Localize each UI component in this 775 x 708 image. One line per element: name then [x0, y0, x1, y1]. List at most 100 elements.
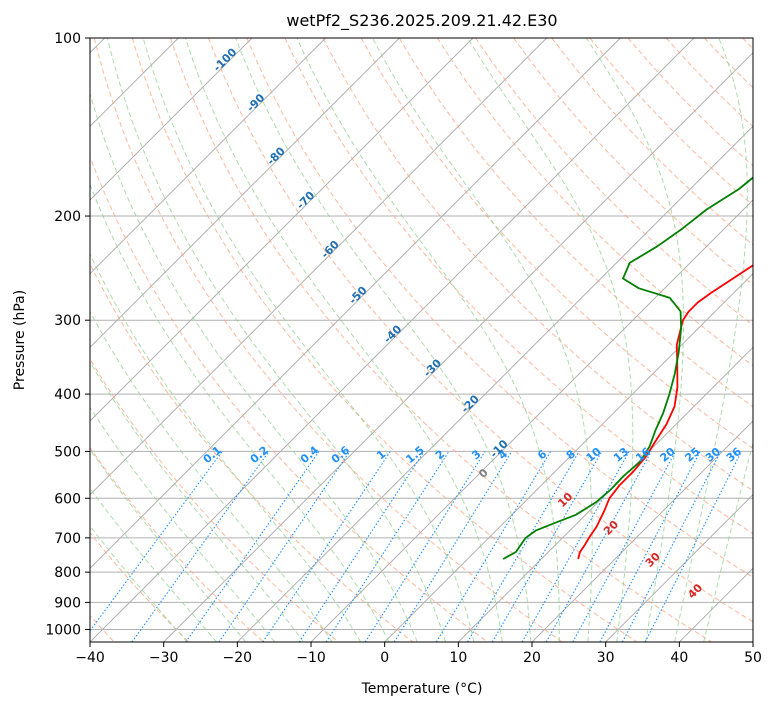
dry-adiabat-line — [284, 38, 753, 535]
moist-adiabat-line — [235, 38, 532, 642]
x-tick-label: 20 — [523, 650, 541, 666]
y-tick-label: 500 — [54, 444, 81, 460]
plot-area — [90, 38, 753, 642]
moist-adiabat-line — [90, 91, 418, 642]
isotherm-line — [605, 493, 753, 642]
mixing-ratio-line — [185, 451, 320, 642]
isotherm-line — [457, 346, 753, 642]
moist-adiabat-line — [372, 38, 593, 642]
mixing-ratio-line — [131, 451, 270, 642]
y-tick-label: 900 — [54, 595, 81, 611]
mixing-ratio-label: 8 — [564, 447, 578, 462]
isotherm-line — [90, 38, 400, 349]
moist-adiabat-line — [184, 38, 503, 642]
mixing-ratio-line — [298, 451, 425, 642]
temperature-profile — [577, 264, 753, 560]
dry-adiabat-label: -50 — [346, 284, 369, 307]
mixing-ratio-label: 0.6 — [329, 443, 353, 466]
y-tick-label: 600 — [54, 491, 81, 507]
mixing-ratio-line — [90, 451, 223, 632]
moist-adiabat-line — [90, 361, 304, 642]
mixing-ratio-label: 2 — [433, 447, 447, 462]
mixing-ratio-label: 25 — [682, 445, 702, 465]
moist-adiabat-line — [90, 525, 188, 642]
dry-adiabat-line — [93, 38, 563, 642]
mixing-ratio-label: 0.1 — [201, 444, 224, 466]
line-labels: 0.1 0.2 0.4 0.6 1 1.5 2 3 4 6 8 10 13 16 20 25 30 36-100-… — [201, 45, 745, 601]
dry-adiabat-line — [742, 38, 753, 50]
mixing-ratio-label: 13 — [611, 445, 631, 465]
x-axis-label: Temperature (°C) — [361, 681, 483, 697]
mixing-ratio-label: 30 — [703, 445, 723, 465]
moist-adiabat-line — [467, 38, 634, 642]
mixing-ratio-line — [491, 451, 603, 642]
moist-adiabat-line — [703, 440, 753, 642]
plot-frame — [89, 37, 754, 643]
moist-adiabat-line — [90, 448, 247, 642]
moist-adiabat-line — [585, 38, 684, 642]
mixing-ratio-line — [325, 451, 450, 642]
dry-adiabat-line — [131, 38, 638, 642]
moist-adiabat-line — [674, 38, 748, 642]
dry-adiabat-line — [90, 262, 414, 642]
dewpoint-profile — [502, 176, 753, 560]
mixing-ratio-line — [599, 451, 701, 642]
dry-adiabat-line — [589, 38, 753, 206]
moist-adiabat-line — [90, 406, 276, 642]
dry-adiabat-line — [322, 38, 753, 492]
moist-adiabat-line — [106, 38, 447, 642]
isotherm-line — [90, 38, 253, 201]
y-tick-label: 700 — [54, 531, 81, 547]
dry-adiabat-label: -100 — [211, 45, 240, 74]
x-tick-label: −10 — [296, 650, 326, 666]
isotherm-line — [236, 125, 753, 642]
moist-adiabat-label: 0 — [476, 466, 491, 481]
dry-adiabat-line — [703, 38, 753, 89]
y-tick-label: 800 — [54, 565, 81, 581]
dry-adiabat-line — [475, 38, 753, 326]
isotherm-line — [531, 420, 753, 642]
y-tick-label: 200 — [54, 209, 81, 225]
dry-adiabat-label: -90 — [244, 91, 267, 114]
dry-adiabat-line — [398, 38, 753, 408]
x-tick-label: 50 — [744, 650, 762, 666]
isotherm-line — [90, 38, 548, 496]
isotherm-line — [752, 641, 753, 642]
x-tick-label: 30 — [597, 650, 615, 666]
dry-adiabat-line — [90, 446, 264, 642]
moist-adiabat-line — [142, 38, 475, 642]
y-tick-label: 1000 — [45, 622, 81, 638]
isotherm-line — [384, 272, 753, 642]
moist-adiabat-line — [90, 252, 362, 642]
dry-adiabat-line — [665, 38, 753, 128]
mixing-ratio-label: 0.4 — [298, 443, 322, 466]
x-tick-label: −40 — [75, 650, 105, 666]
moist-adiabat-label: 10 — [555, 490, 575, 510]
dry-adiabat-label: -30 — [421, 356, 444, 379]
x-tick-label: 0 — [380, 650, 389, 666]
chart-title: wetPf2_S236.2025.209.21.42.E30 — [286, 11, 557, 31]
x-axis: −40 −30 −20 −10 0 10 20 30 40 50 — [75, 642, 762, 666]
moist-adiabat-line — [90, 183, 390, 642]
mixing-ratio-line — [572, 451, 676, 642]
dry-adiabat-label: -20 — [459, 392, 482, 415]
dry-adiabat-line — [246, 38, 753, 578]
x-tick-label: 40 — [670, 650, 688, 666]
moist-adiabat-line — [296, 38, 560, 642]
isotherm-line — [163, 51, 753, 642]
mixing-ratio-line — [218, 451, 351, 642]
dry-adiabat-line — [436, 38, 753, 367]
x-tick-label: −20 — [223, 650, 253, 666]
y-tick-label: 100 — [54, 31, 81, 47]
moist-adiabat-label: 20 — [601, 518, 621, 538]
mixing-ratio-label: 6 — [535, 447, 549, 462]
dry-adiabat-line — [90, 155, 488, 642]
mixing-ratio-label: 10 — [584, 445, 604, 465]
x-tick-label: −30 — [149, 650, 179, 666]
dry-adiabat-line — [513, 38, 753, 286]
mixing-ratio-label: 1 — [374, 447, 388, 462]
isotherm-line — [90, 38, 327, 275]
mixing-ratio-line — [364, 451, 486, 642]
isotherm-line — [310, 199, 753, 642]
